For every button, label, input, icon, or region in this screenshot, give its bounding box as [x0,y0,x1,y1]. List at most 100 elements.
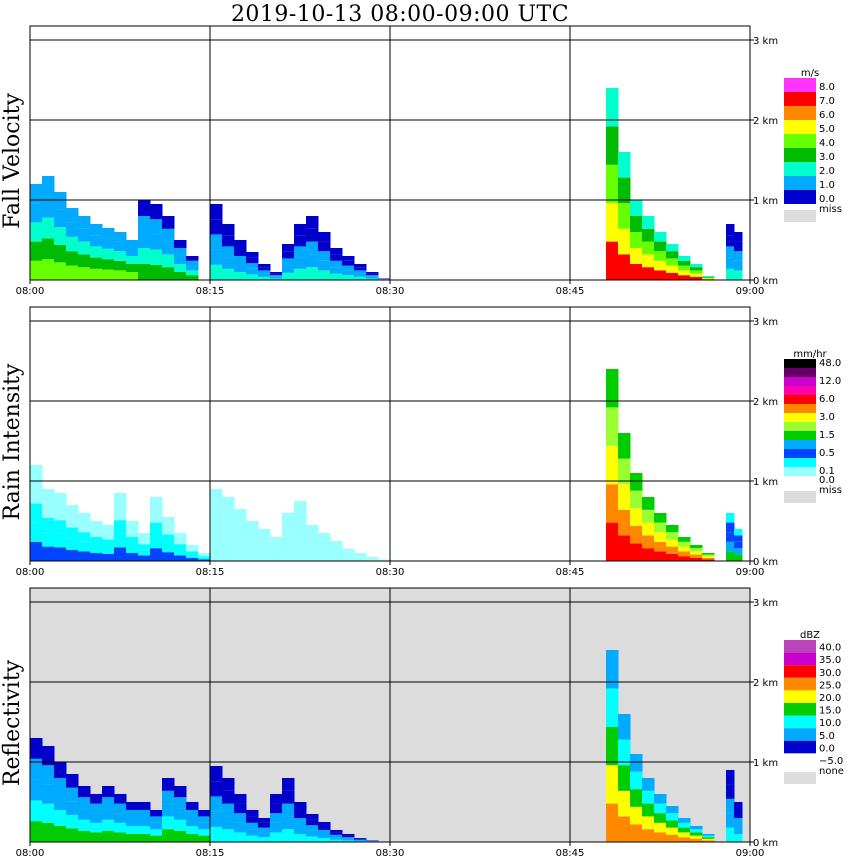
data-cell [678,546,691,552]
data-cell [114,533,127,548]
data-cell [210,219,223,235]
data-cell [174,797,187,809]
data-cell [162,829,175,842]
data-cell [150,535,163,549]
data-cell [138,549,151,556]
legend-label: 1.0 [819,180,835,191]
data-cell [78,786,91,798]
data-cell [690,557,703,561]
legend-missing-swatch [784,210,816,222]
data-cell [618,739,631,766]
data-cell [306,532,319,540]
data-cell [186,818,199,826]
data-cell [630,525,643,544]
data-cell [618,203,631,229]
data-cell [318,544,331,550]
data-cell [234,248,247,256]
data-cell [162,228,175,242]
data-cell [114,260,127,271]
data-cell [330,273,343,280]
data-cell [66,236,79,252]
y-tick-label: 2 km [753,397,778,408]
data-cell [630,754,643,772]
data-cell [630,490,643,509]
data-cell [162,216,175,229]
data-cell [258,548,271,555]
data-cell [690,276,703,280]
data-cell [270,822,283,833]
legend-missing-label: none [819,766,844,777]
data-cell [246,545,259,553]
data-cell [126,834,139,842]
data-cell [666,553,679,561]
legend-swatch [784,740,816,754]
data-cell [126,521,139,529]
data-cell [42,532,55,547]
data-cell [54,493,67,507]
data-cell [174,830,187,842]
data-cell [318,826,331,830]
data-cell [306,825,319,831]
data-cell [198,816,211,823]
legend-swatch [784,404,816,413]
legend-missing-label: miss [819,485,842,496]
data-cell [270,541,283,547]
data-cell [354,273,367,277]
data-cell [330,254,343,261]
x-tick-label: 09:00 [736,567,765,578]
data-cell [210,796,223,812]
data-cell [726,551,735,561]
data-cell [138,826,151,834]
legend-title: dBZ [800,630,820,641]
data-cell [258,267,271,271]
data-cell [318,270,331,280]
data-cell [342,834,355,836]
data-cell [306,216,319,229]
data-cell [618,177,631,204]
legend-swatch [784,440,816,449]
data-cell [702,276,715,278]
data-cell [162,534,175,544]
data-cell [210,546,223,561]
data-cell [162,267,175,280]
data-cell [306,228,319,242]
data-cell [102,553,115,561]
data-cell [90,529,103,537]
data-cell [330,834,343,838]
data-cell [318,549,331,556]
data-cell [642,241,655,255]
data-cell [54,810,67,826]
legend-swatch [784,176,816,190]
data-cell [666,834,679,842]
data-cell [702,276,715,277]
data-cell [654,803,667,814]
data-cell [630,264,643,280]
data-cell [354,838,367,840]
data-cell [42,196,55,218]
data-cell [174,240,187,248]
data-cell [354,559,367,561]
data-cell [654,513,667,523]
data-cell [234,519,247,530]
data-cell [66,828,79,842]
data-cell [734,802,743,810]
data-cell [126,256,139,264]
data-cell [90,537,103,545]
data-cell [606,88,619,127]
data-cell [66,774,79,788]
data-cell [678,818,691,823]
data-cell [618,152,631,178]
data-cell [734,554,743,561]
data-cell [174,544,187,550]
data-cell [618,254,631,280]
data-cell [726,246,735,258]
data-cell [630,473,643,491]
data-cell [186,270,199,276]
legend-label: 2.0 [819,166,835,177]
data-cell [342,270,355,276]
data-cell [642,509,655,523]
data-cell [222,509,235,523]
data-cell [78,830,91,842]
data-cell [342,551,355,554]
data-cell [282,551,295,561]
